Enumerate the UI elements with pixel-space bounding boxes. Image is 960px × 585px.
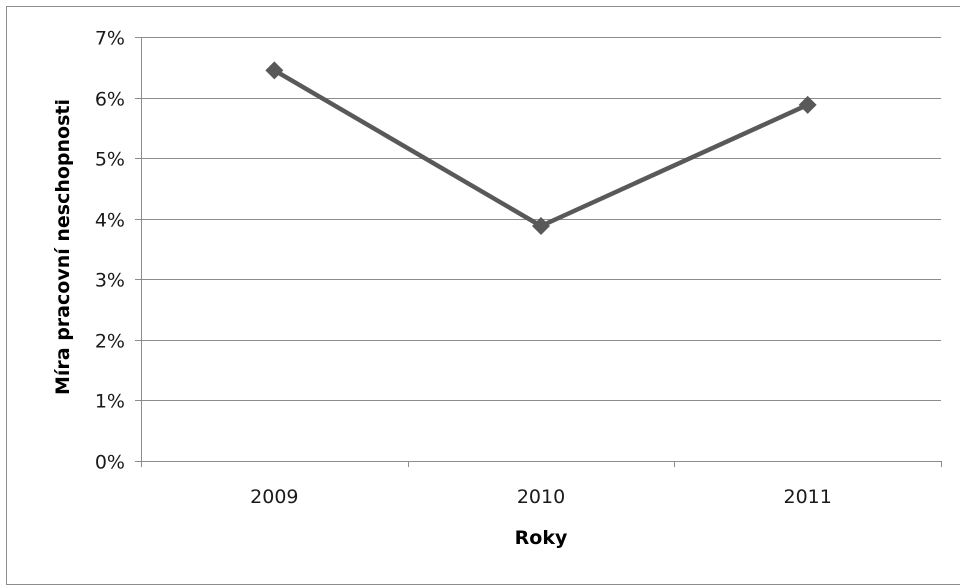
- y-tick-label: 2%: [95, 331, 125, 353]
- x-tick-labels: 2009 2010 2011: [250, 486, 832, 508]
- y-tick-label: 3%: [95, 270, 125, 292]
- y-tick-label: 5%: [95, 149, 125, 171]
- y-axis-title: Míra pracovní neschopnosti: [52, 99, 74, 395]
- y-tick-labels: 0% 1% 2% 3% 4% 5% 6% 7%: [95, 28, 125, 474]
- x-tick-label: 2011: [783, 486, 831, 508]
- x-tick-label: 2010: [517, 486, 565, 508]
- y-tick-label: 1%: [95, 391, 125, 413]
- y-tick-label: 6%: [95, 89, 125, 111]
- y-tick-label: 4%: [95, 210, 125, 232]
- x-axis-title: Roky: [515, 527, 568, 549]
- y-tick-label: 0%: [95, 452, 125, 474]
- series-group: [265, 61, 817, 235]
- x-tick-label: 2009: [250, 486, 298, 508]
- series-line: [272, 68, 810, 229]
- data-point-marker: [265, 61, 284, 80]
- axes: [135, 37, 942, 467]
- chart-frame: [6, 6, 960, 585]
- data-point-marker: [798, 95, 817, 114]
- data-point-marker: [532, 216, 550, 235]
- y-tick-label: 7%: [95, 28, 125, 50]
